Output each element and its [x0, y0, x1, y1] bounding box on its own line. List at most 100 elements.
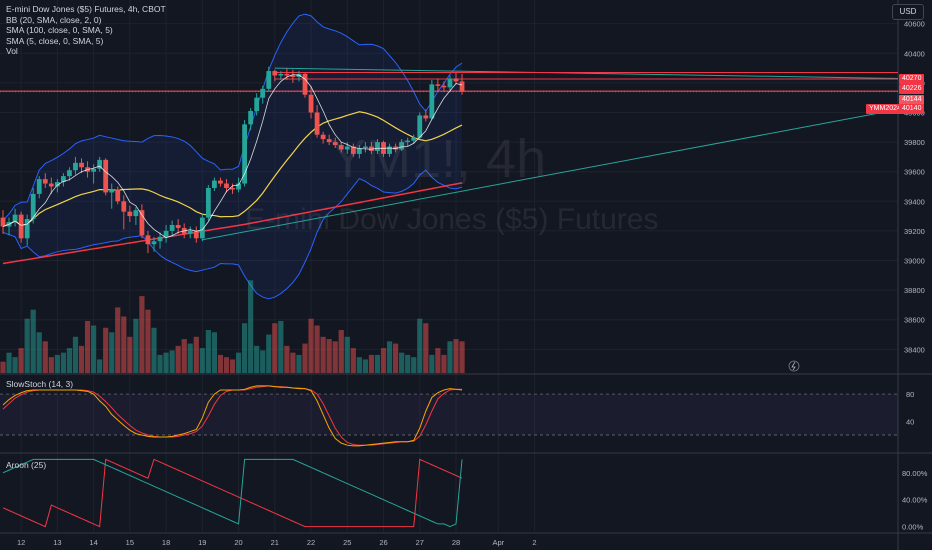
candle-body — [163, 230, 169, 237]
candle-body — [218, 180, 223, 184]
volume-bar — [127, 336, 133, 373]
volume-bar — [24, 318, 30, 373]
sma100-indicator-label[interactable]: SMA (100, close, 0, SMA, 5) — [6, 25, 113, 35]
price-tick-label: 38400 — [904, 345, 925, 354]
lightning-icon-ring — [788, 360, 800, 372]
sma5-line — [2, 74, 463, 239]
volume-bar — [338, 330, 344, 373]
time-tick-label: 18 — [162, 538, 170, 547]
price-tick-label: 39200 — [904, 227, 925, 236]
symbol-tag: YMM2024 — [866, 104, 904, 114]
bb-indicator-label[interactable]: BB (20, SMA, close, 2, 0) — [6, 14, 102, 25]
last-price-tag: 40140 — [899, 104, 925, 114]
candle-body — [42, 179, 48, 184]
volume-bar — [163, 352, 169, 373]
currency-button[interactable]: USD — [892, 4, 924, 20]
volume-bar — [91, 325, 97, 373]
candle-body — [314, 112, 320, 135]
volume-bar — [103, 327, 109, 373]
volume-indicator-label[interactable]: Vol — [6, 46, 18, 56]
volume-bar — [181, 339, 187, 373]
stoch-pane-label[interactable]: SlowStoch (14, 3) — [6, 379, 74, 389]
volume-bar — [205, 330, 211, 373]
bb-basis-line — [2, 111, 463, 228]
volume-bar — [447, 341, 453, 373]
candle-body — [405, 140, 411, 143]
volume-bar — [266, 334, 272, 373]
price-tag: 40270 — [899, 74, 925, 84]
volume-bar — [193, 336, 199, 373]
volume-bar — [260, 350, 266, 373]
candle-body — [459, 81, 465, 92]
volume-bar — [97, 359, 103, 373]
sma5-indicator-label[interactable]: SMA (5, close, 0, SMA, 5) — [6, 35, 104, 46]
candle-body — [363, 146, 368, 149]
candle-body — [417, 115, 423, 138]
candle-body — [36, 179, 42, 194]
candle-body — [127, 211, 133, 217]
volume-bar — [356, 357, 362, 373]
volume-bar — [344, 336, 350, 373]
stoch-tick-label: 80 — [906, 390, 914, 399]
volume-bar — [411, 357, 417, 373]
time-tick-label: 25 — [343, 538, 351, 547]
volume-bar — [320, 336, 326, 373]
volume-bar — [133, 318, 139, 373]
time-tick-label: 15 — [126, 538, 134, 547]
volume-bar — [217, 354, 224, 373]
volume-bar — [459, 341, 465, 373]
volume-bar — [374, 354, 381, 373]
candle-body — [24, 219, 30, 239]
candle-body — [284, 74, 290, 76]
volume-bar — [78, 345, 85, 373]
volume-bar — [84, 320, 91, 373]
candle-body — [103, 159, 109, 193]
volume-bar — [272, 323, 278, 373]
time-tick-label: 19 — [198, 538, 206, 547]
aroon-pane-label[interactable]: Aroon (25) — [6, 460, 47, 470]
watermark-symbol: YM1!, 4h — [330, 129, 547, 189]
time-tick-label: 21 — [271, 538, 279, 547]
lightning-icon-bolt — [791, 361, 796, 371]
symbol-title[interactable]: E-mini Dow Jones ($5) Futures, 4h, CBOT — [6, 4, 166, 14]
candle-body — [411, 137, 417, 141]
candle-body — [230, 187, 235, 190]
volume-bar — [248, 280, 254, 373]
candle-body — [91, 168, 96, 172]
price-tag: 40144 — [899, 95, 925, 105]
candle-body — [332, 142, 338, 146]
volume-bar — [393, 343, 399, 373]
volume-bar — [121, 316, 127, 373]
time-tick-label: 22 — [307, 538, 315, 547]
price-tick-label: 40400 — [904, 49, 925, 58]
candle-body — [278, 74, 284, 76]
volume-bar — [66, 348, 73, 373]
candle-body — [224, 183, 229, 188]
price-tick-label: 39000 — [904, 257, 925, 266]
volume-bar — [139, 296, 145, 373]
candle-body — [272, 71, 278, 76]
candle-body — [453, 78, 459, 82]
candle-body — [73, 162, 78, 171]
candle-body — [109, 189, 115, 193]
volume-bar — [399, 352, 405, 373]
aroon-tick-label: 40.00% — [902, 496, 928, 505]
time-tick-label: 14 — [89, 538, 97, 547]
volume-bar — [72, 336, 79, 373]
candle-body — [193, 230, 199, 239]
candle-body — [308, 94, 314, 113]
volume-bar — [0, 361, 6, 373]
candle-body — [242, 124, 247, 184]
candle-body — [205, 187, 211, 218]
volume-bar — [308, 318, 314, 373]
volume-bar — [380, 348, 387, 373]
candle-body — [344, 146, 350, 150]
candle-body — [12, 214, 18, 223]
volume-bar — [151, 327, 157, 373]
candle-body — [423, 115, 429, 119]
candle-body — [369, 146, 374, 151]
volume-bar — [453, 339, 459, 373]
lightning-icon[interactable] — [788, 360, 800, 372]
candle-body — [236, 183, 241, 190]
